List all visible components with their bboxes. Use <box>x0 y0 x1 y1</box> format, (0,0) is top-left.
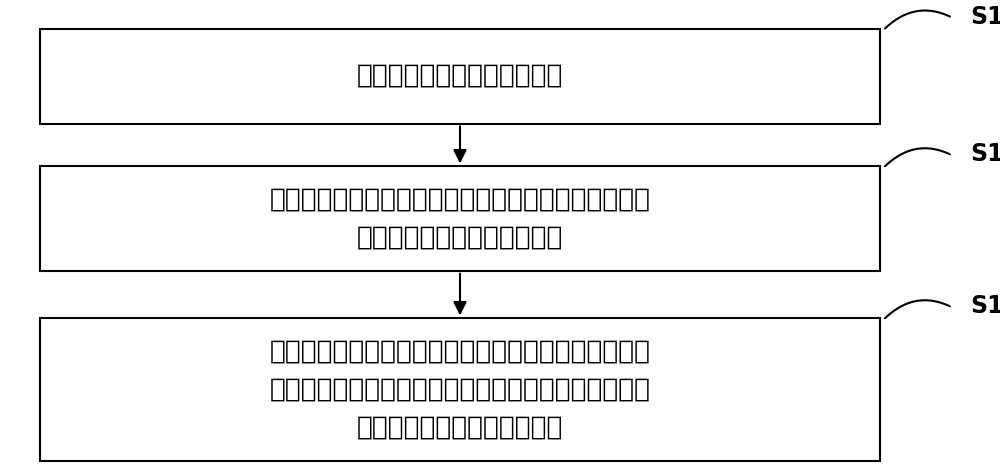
Text: 将所述输出电压值与预设的电压阈值进行匹配，确定所
述输出电压值对应的指示等级: 将所述输出电压值与预设的电压阈值进行匹配，确定所 述输出电压值对应的指示等级 <box>269 187 650 250</box>
Text: 根据预设的指示等级与显示策略之间的对应关系，显示
所述输出电压值对应的指示等级；其中，所述指示等级
用于表征所述电磁阀的排气量: 根据预设的指示等级与显示策略之间的对应关系，显示 所述输出电压值对应的指示等级；… <box>269 339 650 440</box>
Text: S102: S102 <box>970 142 1000 166</box>
Text: 实时获取电磁阀的输出电压值: 实时获取电磁阀的输出电压值 <box>357 63 563 89</box>
Text: S101: S101 <box>970 5 1000 28</box>
FancyBboxPatch shape <box>40 166 880 271</box>
FancyBboxPatch shape <box>40 318 880 461</box>
FancyBboxPatch shape <box>40 28 880 124</box>
Text: S103: S103 <box>970 294 1000 318</box>
